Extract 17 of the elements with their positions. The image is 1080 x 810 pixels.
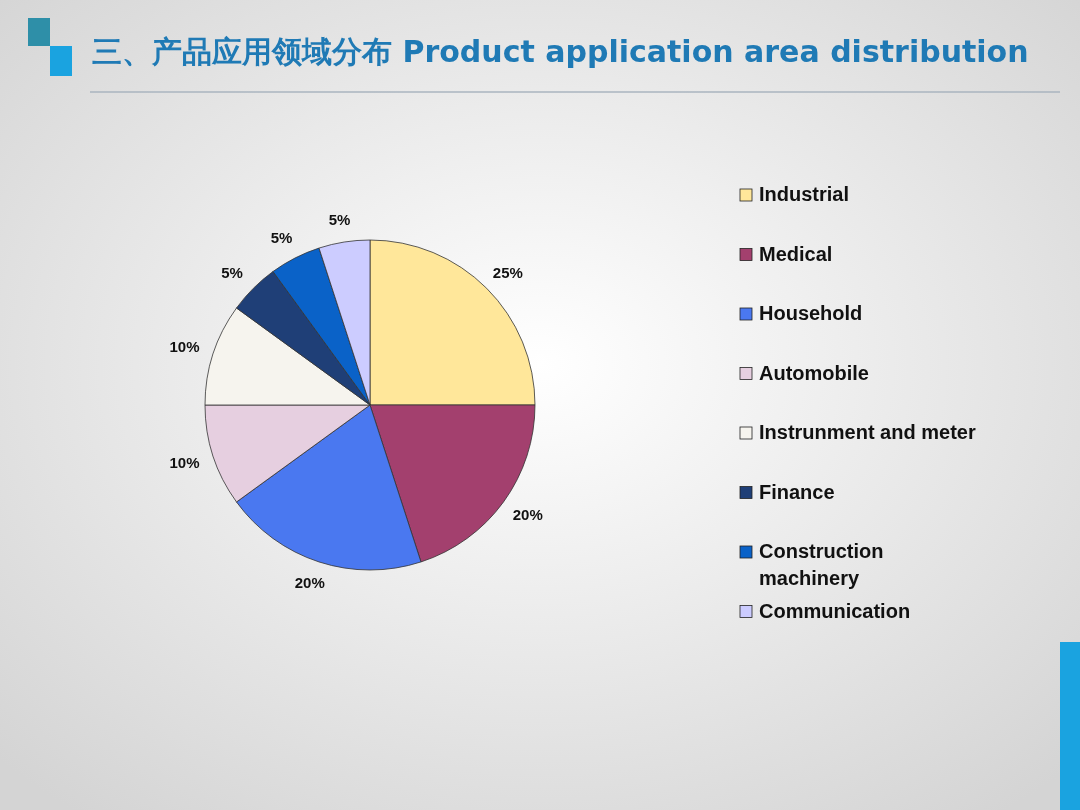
legend-label: Finance <box>759 480 835 503</box>
data-label: 5% <box>328 211 351 229</box>
legend-label: Instrunment and meter <box>759 421 976 443</box>
legend-label: Automobile <box>759 361 869 384</box>
legend-label: Industrial <box>759 183 850 205</box>
data-label: 25% <box>492 263 523 281</box>
data-label: 10% <box>169 453 200 471</box>
legend-label: Household <box>759 302 863 324</box>
data-label: 10% <box>169 338 200 356</box>
data-label: 20% <box>294 573 325 591</box>
legend-label: Construction machinery <box>759 540 884 589</box>
data-label: 5% <box>221 263 243 281</box>
chart-title: 三、产品应用领域分布 Product application area distribution <box>92 34 1029 69</box>
legend-label: Communication <box>759 599 911 622</box>
data-label: 5% <box>270 229 293 247</box>
legend-label: Medical <box>759 242 833 265</box>
data-label: 20% <box>512 505 543 523</box>
